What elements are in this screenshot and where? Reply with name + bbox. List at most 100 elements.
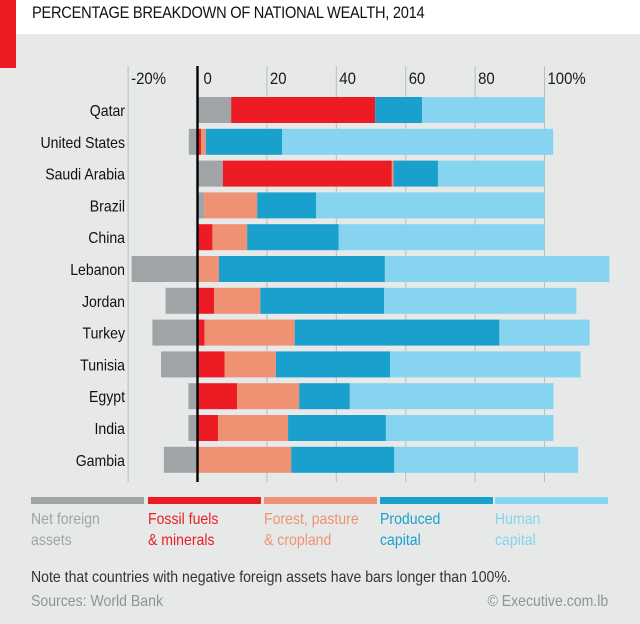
bar-segment-net-foreign-assets [161,351,198,378]
country-label: Qatar [90,102,125,120]
country-label: Brazil [90,198,125,216]
bar-segment-produced [205,128,283,155]
legend-produced-capital: Produced capital [380,497,493,551]
legend-label-line2: & cropland [264,532,332,549]
country-label: United States [41,134,125,152]
bar-segment-fossil-fuels [197,319,205,346]
bar-segment-produced [275,351,391,378]
bar-segment-human [282,128,554,155]
bar-segment-human [316,192,545,219]
legend-swatch-produced-capital [380,497,493,504]
country-label: India [94,420,125,438]
chart-title: PERCENTAGE BREAKDOWN OF NATIONAL WEALTH,… [32,3,425,22]
legend-label-line1: Produced [380,511,441,528]
x-tick-label: 40 [339,70,356,88]
bar-segment-human [385,415,554,441]
legend-label-line1: Net foreign [31,511,100,528]
copyright-credit: © Executive.com.lb [487,593,608,610]
legend-label-line2: capital [495,532,536,549]
country-label: Turkey [83,325,126,343]
bar-segment-human [384,287,577,314]
bar-segment-forest [212,224,248,251]
country-labels: Qatar United States Saudi Arabia Brazil Chin… [41,102,126,470]
bar-segment-fossil-fuels [231,97,376,123]
bar-segment-human [384,256,610,282]
x-tick-label: 0 [204,70,212,88]
bar-segment-net-foreign-assets [188,128,198,155]
legend-label-net-foreign-assets: Net foreign assets [31,509,130,551]
legend-swatch-forest [264,497,377,504]
bar-segment-net-foreign-assets [165,287,198,314]
bar-segment-forest [237,383,300,410]
bar-segment-forest [217,415,289,441]
accent-bar [0,0,16,68]
bar-segment-human [349,383,554,410]
bar-segment-net-foreign-assets [197,160,223,187]
legend-swatch-human-capital [495,497,608,504]
legend-label-human-capital: Human capital [495,509,594,551]
bar-segment-produced [260,287,385,314]
chart-note: Note that countries with negative foreig… [31,569,511,586]
country-label: Gambia [76,452,126,470]
legend-label-line1: Fossil fuels [148,511,219,528]
bar-segment-produced [393,160,438,187]
bar-segment-net-foreign-assets [152,319,198,346]
bar-segment-fossil-fuels [197,383,238,410]
sources-text: Sources: World Bank [31,593,163,610]
bar-segment-human [499,319,590,346]
country-label: Tunisia [80,357,125,375]
country-label: Lebanon [70,261,125,279]
legend-forest: Forest, pasture & cropland [264,497,377,551]
x-tick-label: -20% [131,70,166,88]
bar-segment-forest [391,160,394,187]
legend-label-line2: & minerals [148,532,215,549]
x-tick-label: 100% [548,70,586,88]
legend-fossil-fuels: Fossil fuels & minerals [148,497,261,551]
x-tick-labels: -20% 0 20 40 60 80 100% [131,70,586,88]
bar-segment-net-foreign-assets [131,256,198,282]
x-tick-label: 60 [409,70,426,88]
legend-label-forest: Forest, pasture & cropland [264,509,363,551]
bar-segment-produced [299,383,350,410]
bar-segment-net-foreign-assets [197,192,205,219]
country-label: Jordan [82,293,125,311]
bar-segment-produced [257,192,317,219]
bar-segment-forest [204,319,295,346]
bar-segment-forest [200,128,206,155]
legend-label-line2: assets [31,532,72,549]
country-label: Egypt [89,388,126,406]
legend-label-fossil-fuels: Fossil fuels & minerals [148,509,247,551]
bar-segment-human [422,97,545,123]
bar-segment-net-foreign-assets [163,446,198,473]
bar-segment-forest [204,192,258,219]
bar-segment-human [437,160,545,187]
header-band [0,0,640,34]
bar-segment-produced [294,319,500,346]
bar-segment-human [338,224,545,251]
legend-label-line1: Human [495,511,541,528]
bar-segment-human [390,351,581,378]
bars [131,97,610,473]
bar-segment-forest [224,351,276,378]
legend-swatch-net-foreign-assets [31,497,144,504]
stacked-bar-chart: -20% 0 20 40 60 80 100% Qatar United States Saud… [41,66,610,482]
bar-segment-forest [197,446,292,473]
bar-segment-produced [288,415,386,441]
bar-segment-produced [219,256,385,282]
x-tick-label: 80 [478,70,495,88]
bar-segment-net-foreign-assets [188,415,198,441]
legend-human-capital: Human capital [495,497,608,551]
bar-segment-net-foreign-assets [197,97,232,123]
bar-segment-produced [247,224,339,251]
bar-segment-forest [197,256,220,282]
bar-segment-produced [291,446,395,473]
bar-segment-fossil-fuels [198,224,213,251]
legend-net-foreign-assets: Net foreign assets [31,497,144,551]
bar-segment-human [394,446,579,473]
x-tick-label: 20 [270,70,287,88]
bar-segment-fossil-fuels [197,415,218,441]
bar-segment-fossil-fuels [197,128,201,155]
legend-label-produced-capital: Produced capital [380,509,479,551]
country-label: China [88,229,125,247]
legend-label-line2: capital [380,532,421,549]
